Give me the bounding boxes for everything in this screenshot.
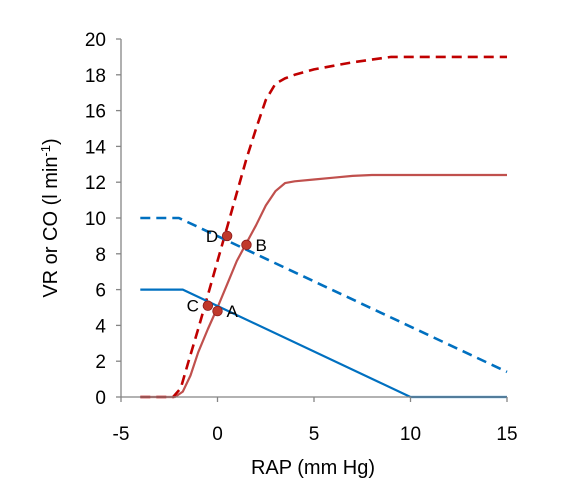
- y-tick-label: 10: [85, 209, 106, 230]
- series-line-4: [140, 216, 508, 374]
- x-tick-label: 15: [496, 424, 517, 445]
- point-d: [221, 230, 233, 242]
- y-tick-label: 6: [95, 281, 106, 302]
- point-b: [241, 239, 252, 251]
- point-label-a: A: [227, 302, 239, 321]
- x-axis-title: RAP (mm Hg): [251, 457, 375, 479]
- y-tick-label: 4: [95, 316, 106, 337]
- y-tick-label: 0: [95, 388, 106, 409]
- operating-points: A B C D: [187, 227, 267, 321]
- x-tick-label: 5: [309, 424, 320, 445]
- y-tick-label: 8: [95, 245, 106, 266]
- point-label-c: C: [187, 297, 199, 316]
- y-axis-title-superscript: -1: [38, 145, 53, 157]
- y-tick-label: 16: [85, 102, 106, 123]
- y-tick-label: 12: [85, 173, 106, 194]
- y-tick-label: 20: [85, 30, 106, 51]
- x-tick-label: -5: [113, 424, 130, 445]
- point-label-b: B: [255, 236, 266, 255]
- point-a: [212, 305, 223, 317]
- series-line-2: [140, 55, 507, 399]
- axes: 0 2 4 6 8 10 12 14 16 18 20 -5 0 5 10 15: [85, 30, 518, 445]
- y-axis-title-main: VR or CO (l min: [40, 157, 62, 298]
- point-label-d: D: [206, 227, 218, 246]
- x-tick-label: 10: [400, 424, 421, 445]
- series-line-1: [140, 173, 507, 399]
- point-c: [202, 300, 214, 311]
- plot-lines: [140, 55, 508, 399]
- y-axis-title-close: ): [40, 138, 62, 145]
- y-tick-label: 18: [85, 66, 106, 87]
- y-axis-title: VR or CO (l min-1): [38, 138, 62, 297]
- y-tick-label: 14: [85, 137, 107, 158]
- x-tick-label: 0: [212, 424, 223, 445]
- y-tick-label: 2: [95, 352, 106, 373]
